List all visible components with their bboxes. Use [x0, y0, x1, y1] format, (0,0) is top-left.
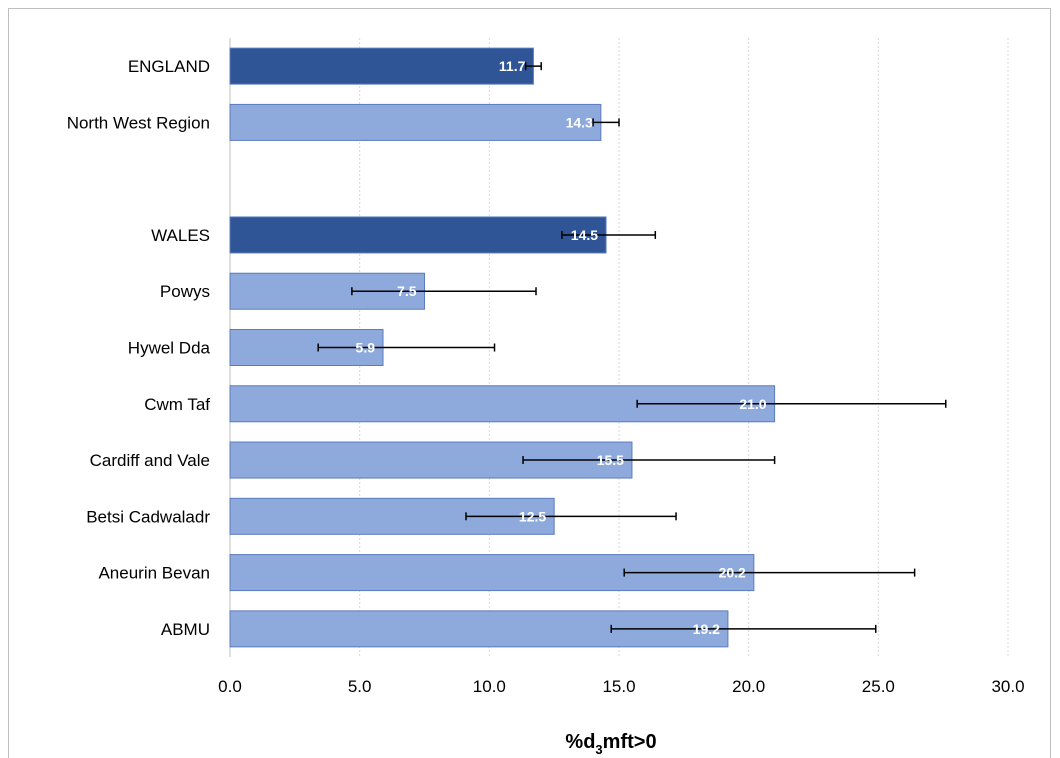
x-tick-label: 15.0: [602, 677, 635, 696]
category-label: WALES: [151, 226, 210, 245]
category-label: Hywel Dda: [128, 339, 211, 358]
bar: [229, 216, 607, 254]
x-tick-label: 0.0: [218, 677, 242, 696]
x-axis-title: %d3mft>0: [565, 731, 656, 757]
chart-frame: [8, 8, 1051, 758]
data-label: 19.2: [693, 621, 720, 637]
category-label: Aneurin Bevan: [98, 564, 210, 583]
category-label: ABMU: [161, 620, 210, 639]
category-label: ENGLAND: [128, 57, 210, 76]
data-label: 11.7: [499, 58, 526, 74]
data-label: 12.5: [519, 508, 546, 524]
category-label: Powys: [160, 282, 210, 301]
data-label: 21.0: [739, 396, 766, 412]
x-tick-label: 5.0: [348, 677, 372, 696]
x-tick-label: 20.0: [732, 677, 765, 696]
data-label: 14.5: [571, 227, 598, 243]
x-axis-title-subscript: 3: [595, 742, 602, 757]
x-axis-title-rest: mft>0: [603, 731, 657, 753]
category-label: Cwm Taf: [144, 395, 210, 414]
tick-label-layer: 0.0 5.0 10.0 15.0 20.0 25.0 30.0: [218, 677, 1024, 696]
bar-layer: [229, 47, 776, 648]
error-bar-layer: [317, 62, 947, 633]
data-label: 20.2: [719, 565, 746, 581]
data-label: 7.5: [397, 283, 417, 299]
x-tick-label: 25.0: [862, 677, 895, 696]
data-label: 15.5: [597, 452, 624, 468]
category-label: North West Region: [67, 113, 210, 132]
x-axis-title-main: %d: [565, 731, 595, 753]
category-label: Betsi Cadwaladr: [86, 507, 210, 526]
data-label-layer: 11.7 14.3 14.5 7.5 5.9 21.0 15.5 12.5 20.2 19.2: [356, 58, 767, 637]
data-label: 5.9: [356, 340, 376, 356]
bar: [229, 47, 534, 85]
category-label: Cardiff and Vale: [90, 451, 210, 470]
data-label: 14.3: [566, 114, 593, 130]
x-tick-label: 30.0: [991, 677, 1024, 696]
bar: [229, 103, 602, 141]
category-label-layer: ENGLAND North West Region WALES Powys Hywel …: [67, 57, 211, 639]
x-tick-label: 10.0: [473, 677, 506, 696]
